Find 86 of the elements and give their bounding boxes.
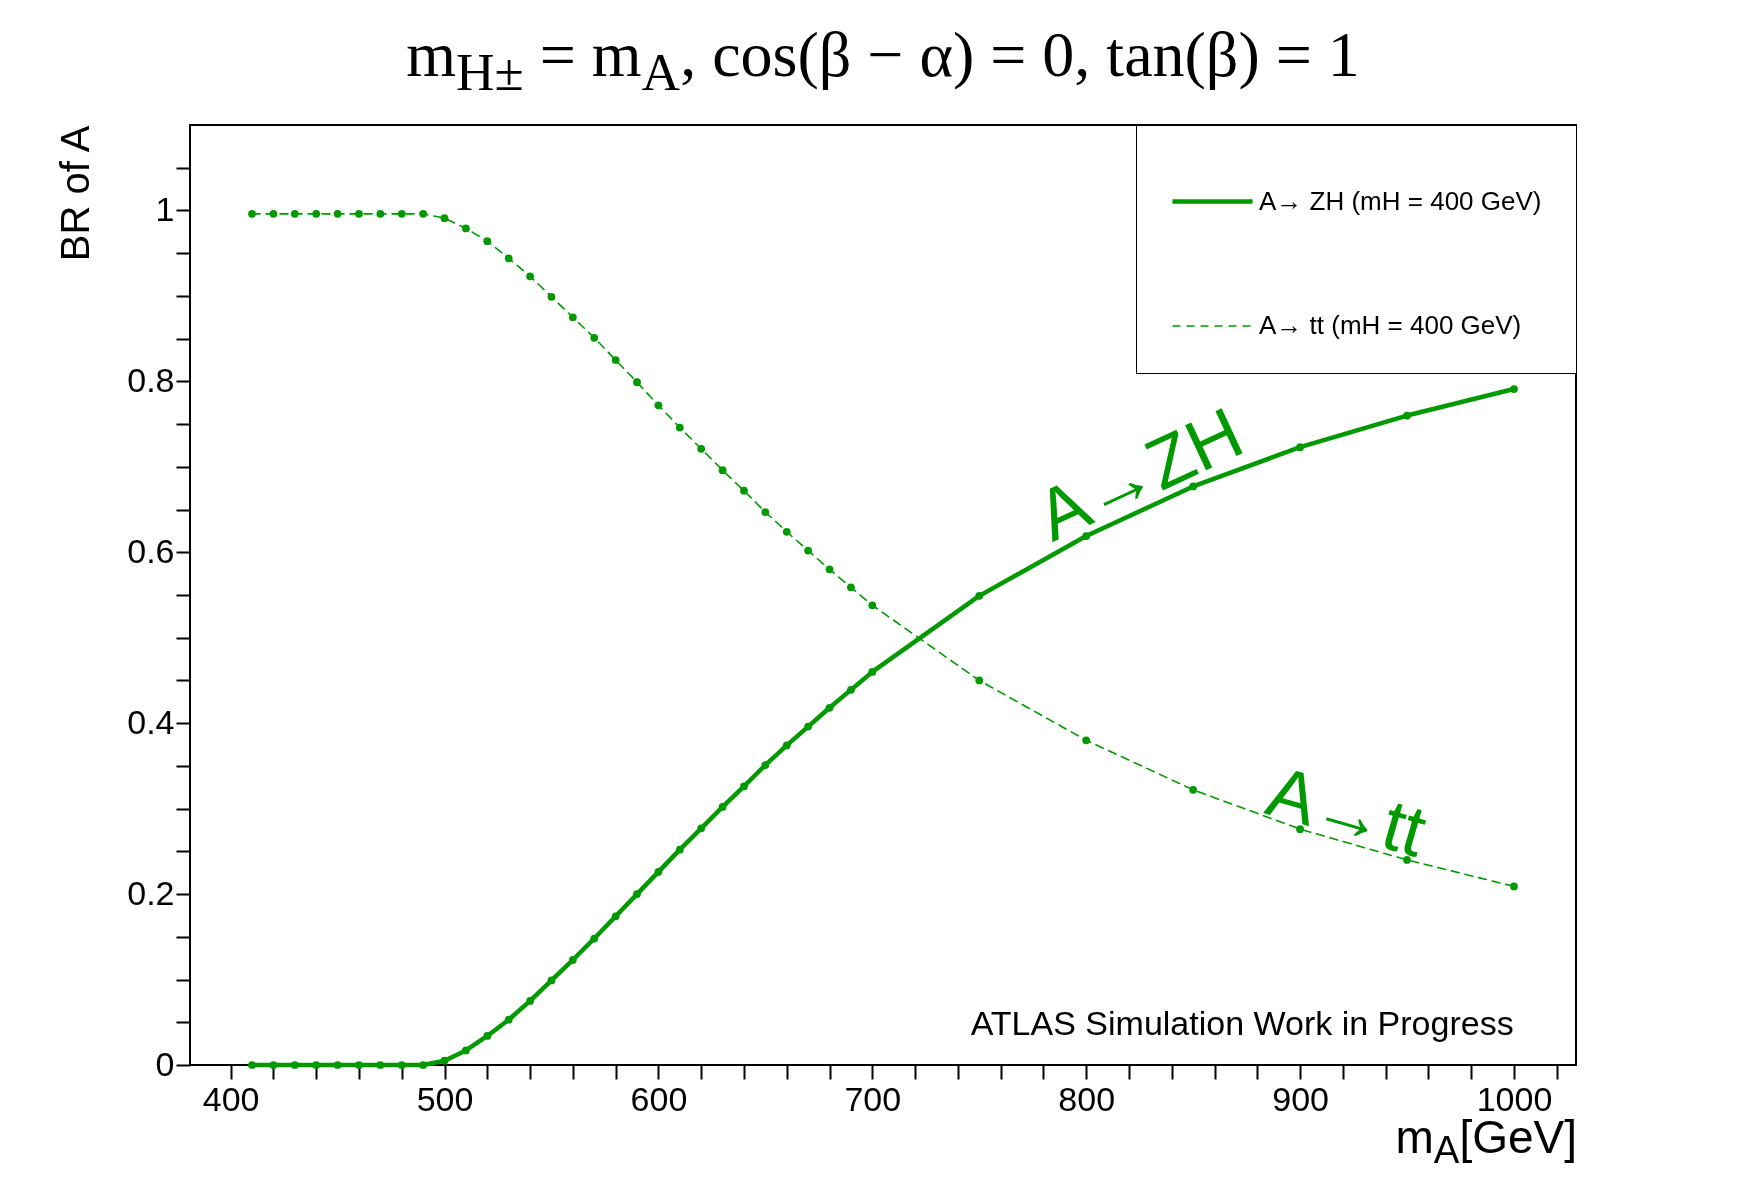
point [1189,785,1198,794]
annotation: ATLAS Simulation Work in Progress [970,1003,1514,1042]
point [547,292,556,301]
point [825,565,834,574]
point [975,591,984,600]
point [633,890,641,898]
point [269,210,278,218]
point [462,1046,470,1055]
point [761,508,770,516]
point [568,956,577,964]
point [697,445,706,453]
point [740,782,748,791]
point [975,676,984,685]
y-axis-title: BR of A [53,125,98,262]
point [526,272,534,281]
point [269,1061,278,1069]
legend-label: A→ ZH (mH = 400 GeV) [1259,185,1542,216]
point [504,1015,513,1024]
point [761,761,770,769]
point [718,466,727,475]
point [419,1061,428,1069]
legend-label: A→ tt (mH = 400 GeV) [1259,310,1522,340]
x-tick-label: 600 [630,1079,688,1118]
point [868,668,877,676]
annotation: A→tt [1258,750,1435,872]
point [804,546,813,555]
y-tick-label: 0.6 [127,531,175,570]
point [847,583,855,592]
point [590,333,599,342]
point [1296,443,1304,452]
point [355,1061,363,1069]
point [462,224,470,233]
point [782,527,791,536]
point [547,976,556,985]
point [312,1061,321,1069]
point [568,313,577,322]
x-tick-label: 900 [1272,1079,1329,1118]
point [248,1061,256,1069]
point [526,997,534,1005]
point [440,214,449,223]
point [355,210,363,218]
point [333,210,342,218]
point [312,210,321,218]
point [290,210,299,218]
point [633,378,641,387]
y-tick-label: 0.8 [127,360,175,399]
point [397,210,406,218]
y-tick-label: 0 [155,1044,175,1083]
point [740,486,748,495]
y-tick-label: 0.2 [127,873,175,912]
x-tick-label: 500 [416,1079,474,1118]
point [782,741,791,750]
x-tick-label: 400 [202,1079,260,1118]
point [419,210,428,218]
point [718,803,727,811]
point [376,210,385,218]
point [697,824,706,833]
point [248,210,256,218]
point [654,401,663,410]
point [1403,411,1411,420]
chart-title: m$_{H±}$ = m$_{A}$, cos(β − α) = 0, tan(β) = 1 [405,18,1361,103]
x-tick-label: 800 [1058,1079,1116,1118]
point [675,845,684,854]
y-tick-label: 0.4 [127,702,175,741]
point [825,703,834,712]
point [1082,736,1091,745]
point [333,1061,342,1069]
point [1510,882,1518,891]
point [483,1032,492,1040]
point [868,601,877,610]
point [847,685,855,694]
point [675,423,684,432]
point [804,722,813,731]
y-tick-label: 1 [155,189,175,228]
x-tick-label: 700 [844,1079,902,1118]
point [376,1061,385,1069]
point [440,1056,449,1065]
point [397,1061,406,1069]
point [654,868,663,876]
point [1510,385,1518,393]
point [590,934,599,943]
point [290,1061,299,1069]
point [483,237,492,246]
point [504,254,513,263]
point [611,356,620,364]
point [611,912,620,921]
